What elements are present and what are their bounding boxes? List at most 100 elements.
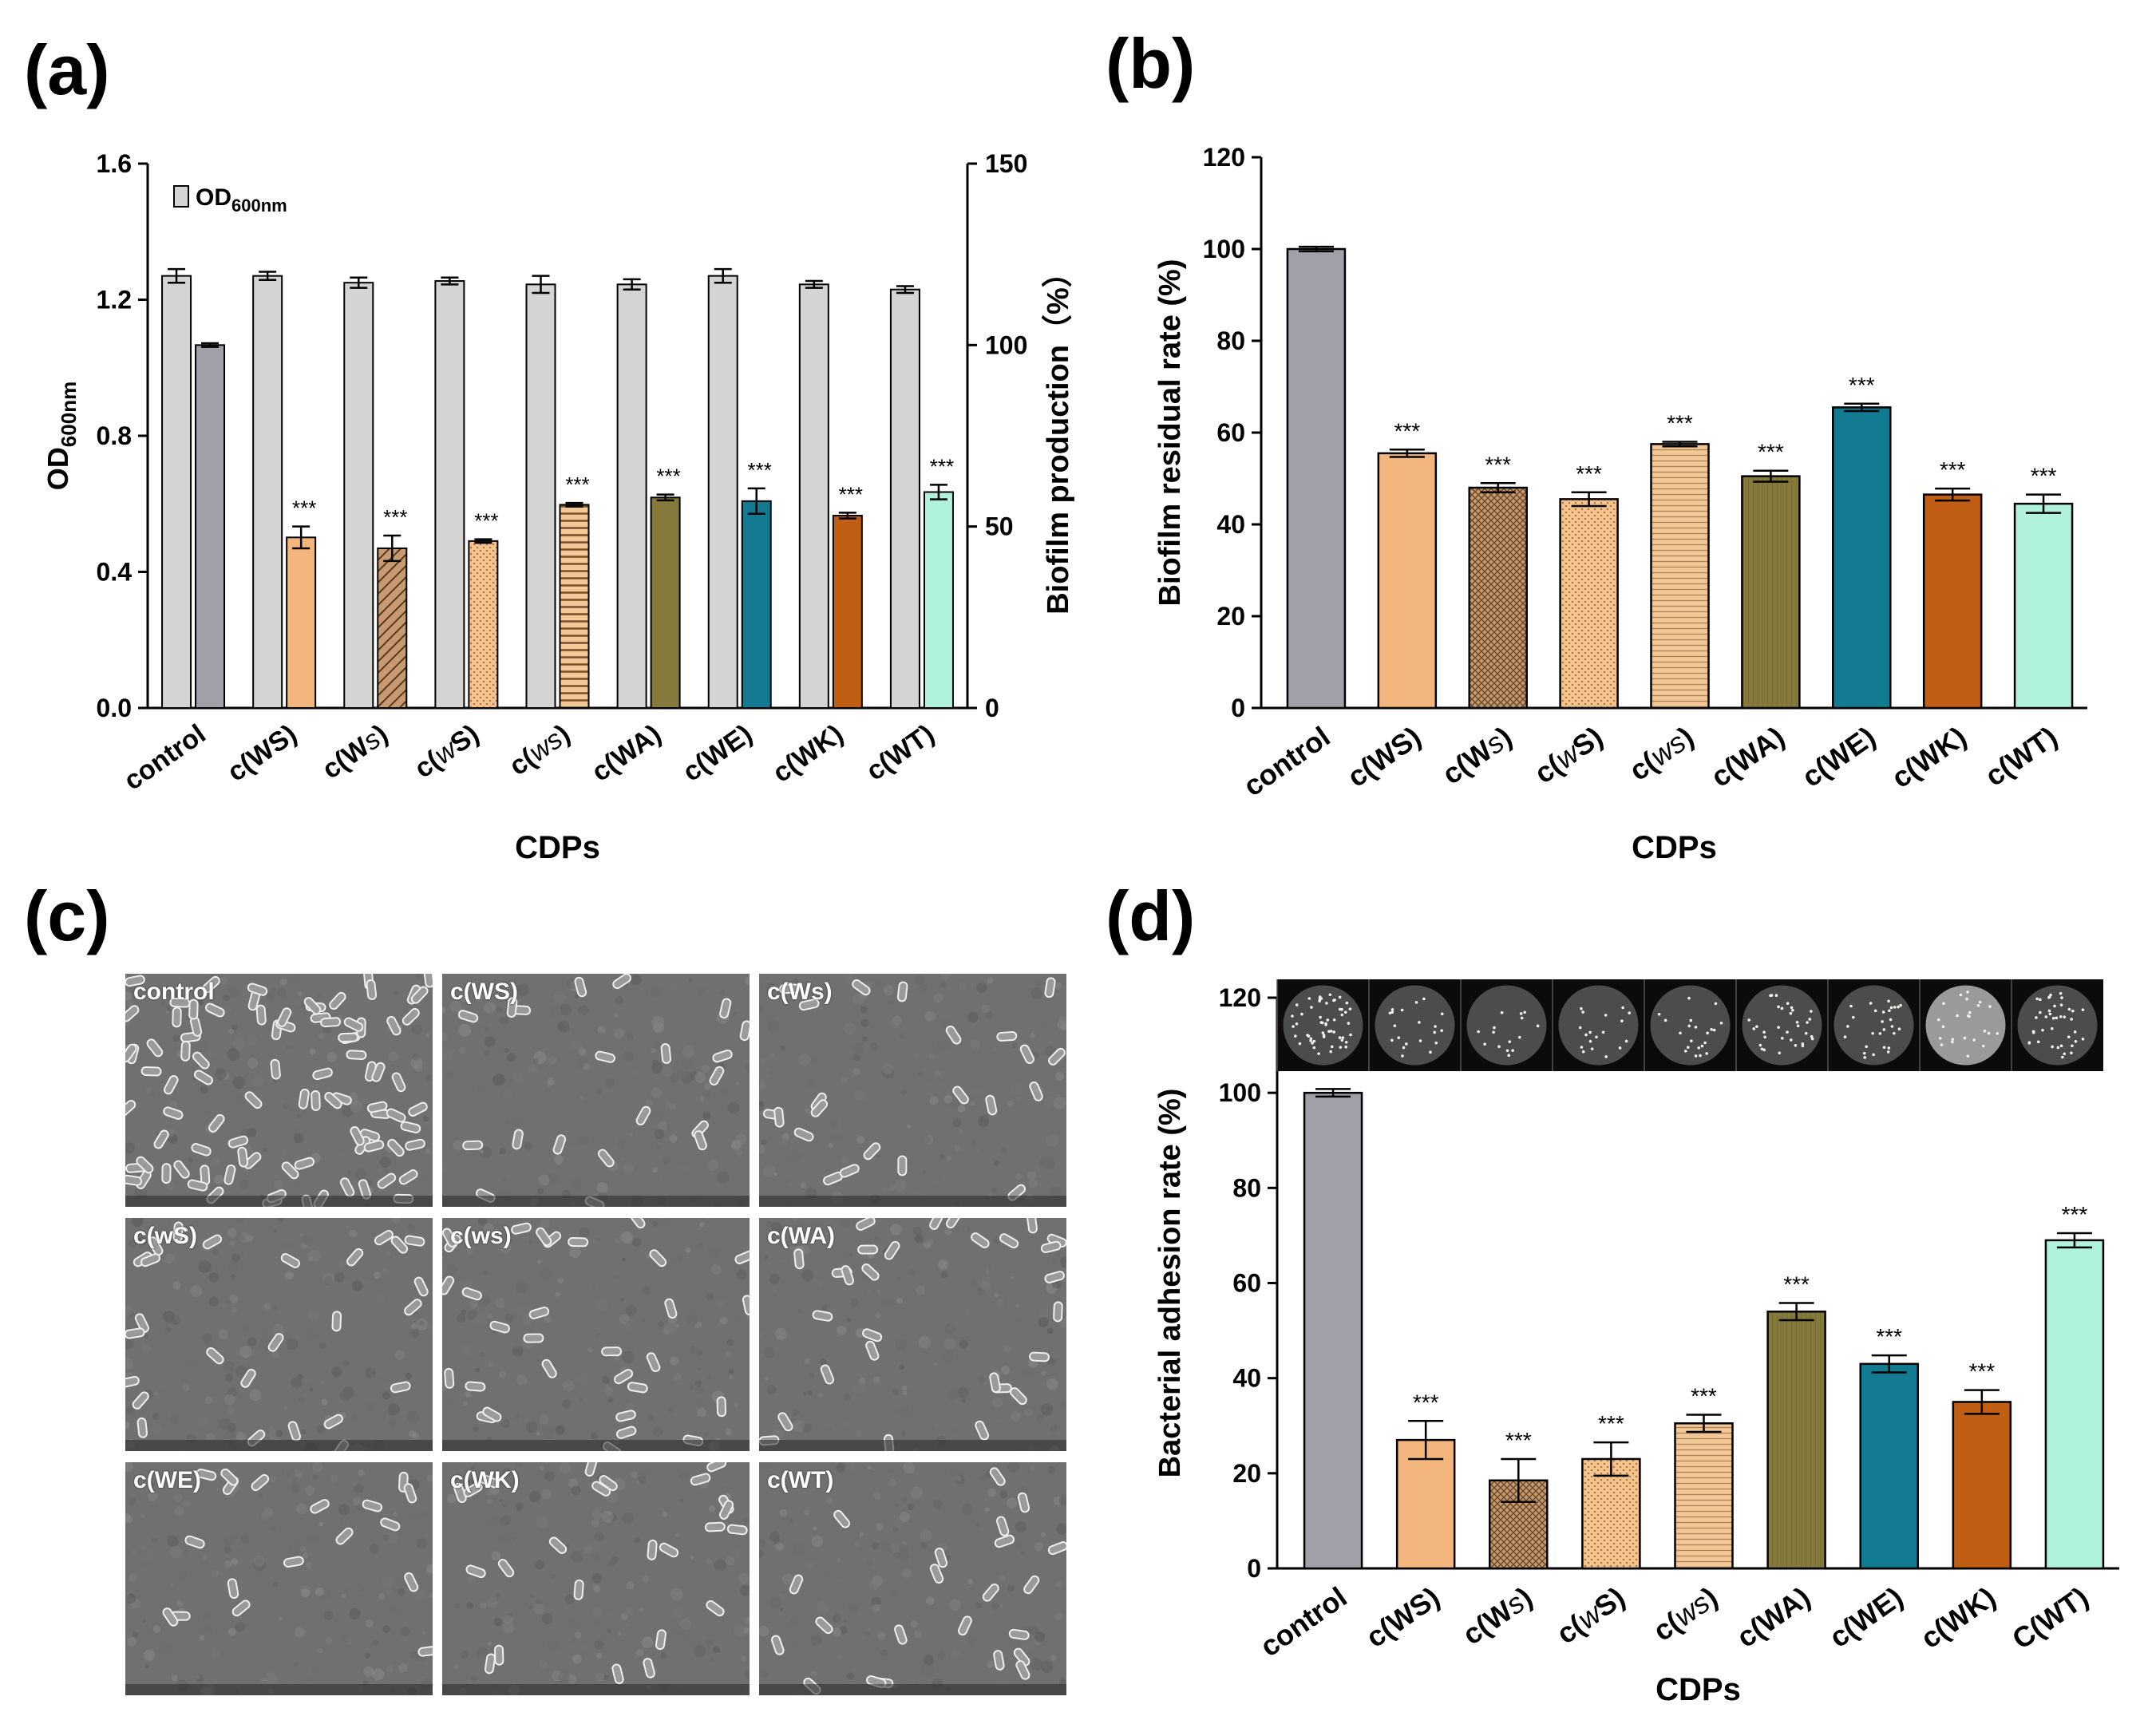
bacterium-cell [125, 1100, 136, 1117]
bacterium-cell [599, 1475, 618, 1492]
bacterium-cell [153, 1129, 169, 1149]
bar [1952, 1401, 2012, 1570]
error-bar [1593, 1441, 1629, 1477]
bacterium-cell [461, 1287, 482, 1301]
bacterium-cell [798, 998, 820, 1011]
bacterium-cell [444, 1367, 455, 1389]
significance-label: *** [565, 473, 589, 496]
bacterium-cell [224, 1164, 236, 1185]
bacterium-cell [172, 1221, 184, 1243]
sem-image: control [125, 974, 433, 1207]
chart-d: 0 20 40 60 80 100 120 control *** c(WS) *** c(Ws) **… [1153, 979, 2119, 1707]
bacterium-cell [405, 1138, 425, 1151]
category-label: c(Ws) [1436, 720, 1517, 791]
bacterium-cell [366, 979, 378, 1000]
bacterium-cell [996, 1516, 1010, 1536]
bacterium-cell [465, 1381, 486, 1392]
category-label: C(WT) [2006, 1580, 2094, 1655]
bacterium-cell [386, 1015, 402, 1036]
bacterium-cell [329, 991, 346, 1010]
bacterium-cell [1023, 1575, 1040, 1595]
error-bar-od [259, 271, 277, 282]
bacterium-cell [479, 1474, 500, 1489]
bacterium-cell [162, 1607, 179, 1627]
bacterium-cell [191, 1143, 212, 1157]
bacterium-cell [205, 1002, 225, 1018]
sem-scale-bar [125, 1684, 433, 1695]
bacterium-cell [387, 1138, 405, 1157]
error-bar [2056, 1232, 2092, 1249]
bacterium-cell [400, 1121, 421, 1134]
bacterium-cell [1044, 977, 1056, 998]
bacterium-cell [442, 1275, 455, 1295]
bacterium-cell [404, 1299, 422, 1316]
bacterium-cell [971, 1232, 990, 1249]
bacterium-cell [982, 1583, 999, 1602]
bacterium-cell [343, 1017, 364, 1032]
bacterium-cell [462, 1140, 484, 1151]
error-bar [1964, 1389, 2000, 1415]
tick-label-left: 100 [1219, 1078, 1261, 1107]
error-bar-biofilm [929, 484, 947, 500]
category-label: c(WA) [586, 718, 667, 787]
error-bar [1315, 1088, 1351, 1098]
chart-a: 0.0 0.4 0.8 1.2 1.6 0 50 100 150 control *** c(WS) *… [42, 149, 1075, 865]
bacterium-cell [136, 1156, 154, 1174]
bacterium-cell [690, 1473, 711, 1486]
bacterium-cell [320, 1017, 342, 1028]
bacterium-cell [789, 1574, 804, 1595]
category-label: c(Ws) [317, 718, 394, 785]
sem-image: c(wS) [125, 1218, 433, 1451]
category-label: c(ws) [1647, 1580, 1723, 1647]
bar-od [161, 275, 192, 710]
sem-image: c(WT) [759, 1462, 1066, 1695]
sem-image: c(Ws) [759, 974, 1066, 1207]
bar-od [707, 275, 738, 710]
bar-od [252, 275, 283, 710]
bacterium-cell [694, 1130, 707, 1151]
bar-od [616, 283, 647, 710]
tick-label-right: 0 [985, 694, 999, 722]
bar-biofilm [741, 500, 772, 710]
x-axis-label: CDPs [1656, 1672, 1741, 1707]
bacterium-cell [323, 1414, 343, 1430]
bacterium-cell [614, 1369, 634, 1385]
sem-texture [442, 1218, 750, 1451]
sem-texture [442, 1462, 750, 1695]
error-bar-biofilm [201, 342, 220, 348]
sem-caption: c(WK) [450, 1467, 520, 1493]
y-axis-label: Bacterial adhesion rate (%) [1153, 1089, 1187, 1478]
tick-label-left: 1.2 [97, 286, 132, 314]
bacterium-cell [363, 1140, 385, 1153]
bacterium-cell [897, 1155, 908, 1176]
bacterium-cell [929, 1564, 944, 1584]
y-axis-label-right: Biofilm production（%） [1042, 257, 1075, 615]
bacterium-cell [390, 1381, 411, 1394]
error-bar [1753, 469, 1789, 483]
bacterium-cell [999, 1233, 1019, 1249]
sem-texture [442, 974, 750, 1207]
bacterium-cell [709, 1066, 725, 1086]
tick-label-left: 80 [1232, 1173, 1261, 1202]
bacterium-cell [611, 1663, 624, 1684]
bar [1922, 493, 1983, 710]
agar-plate-image [1644, 979, 1731, 1071]
bacterium-cell [541, 1358, 557, 1378]
bacterium-cell [552, 1134, 567, 1155]
category-label: control [118, 718, 211, 796]
error-bar [1389, 449, 1425, 458]
agar-plate-image [1276, 979, 1363, 1071]
bacterium-cell [136, 1417, 148, 1438]
significance-label: *** [1576, 461, 1602, 486]
bacterium-cell [512, 1129, 524, 1150]
agar-plate-image [1552, 979, 1639, 1071]
bacterium-cell [852, 979, 871, 996]
bacterium-cell [206, 1346, 224, 1365]
bacterium-cell [584, 1462, 598, 1477]
bacterium-cell [523, 1333, 544, 1343]
error-bar [1480, 482, 1516, 493]
bacterium-cell [716, 1396, 727, 1418]
category-label: c(WS) [222, 718, 303, 787]
sem-scale-bar [759, 1684, 1066, 1695]
bar-biofilm [923, 491, 954, 709]
